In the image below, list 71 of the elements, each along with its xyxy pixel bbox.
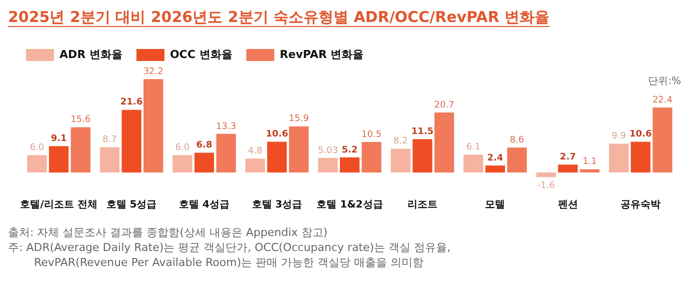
bar	[100, 147, 120, 172]
bar	[652, 108, 672, 172]
bar	[27, 155, 47, 172]
chart-title: 2025년 2분기 대비 2026년도 2분기 숙소유형별 ADR/OCC/RevPAR 변화율	[8, 8, 551, 27]
data-label: 20.7	[434, 100, 454, 110]
x-tick-label: 공유숙박	[620, 200, 661, 211]
data-label: 9.9	[612, 132, 626, 142]
data-label: 1.1	[582, 157, 597, 168]
data-label: 6.8	[196, 140, 212, 151]
bar	[608, 144, 629, 172]
bar	[580, 169, 600, 172]
bar	[362, 142, 382, 172]
data-label: 6.1	[466, 142, 481, 153]
x-tick-label: 리조트	[407, 200, 438, 211]
bar	[485, 166, 505, 172]
text: RevPAR(Revenue Per Available Room)는 판매 가능한 객실당 매출을 의미함	[33, 255, 425, 270]
bar	[630, 142, 650, 172]
bar	[216, 134, 236, 172]
x-tick-label: 호텔 5성급	[106, 200, 157, 211]
x-tick-label: 모텔	[485, 200, 506, 211]
bar	[412, 139, 432, 172]
bar	[194, 152, 214, 172]
data-label: 10.5	[362, 130, 382, 140]
bar	[48, 146, 69, 172]
bar	[172, 155, 192, 172]
data-label: 2.4	[487, 153, 504, 164]
bar	[318, 158, 338, 172]
data-label: 8.7	[102, 135, 117, 146]
bar	[536, 172, 556, 178]
data-label: 10.6	[266, 130, 288, 140]
data-label: 2.7	[560, 152, 576, 163]
bar	[245, 158, 265, 172]
legend-label: RevPAR 변화율	[280, 48, 364, 61]
legend-label: OCC 변화율	[170, 48, 232, 61]
x-tick-label: 펜션	[558, 200, 578, 211]
x-tick-label: 호텔 1&2성급	[316, 200, 383, 211]
bar	[122, 110, 142, 172]
source-note: 출처: 자체 설문조사 결과를 종합함(상세 내용은 Appendix 참고)	[8, 225, 329, 240]
data-label: 15.9	[288, 114, 310, 124]
bar	[340, 157, 360, 172]
data-label: 22.4	[652, 95, 673, 106]
legend-label: ADR 변화율	[60, 48, 122, 61]
bar	[144, 79, 164, 172]
bar	[434, 112, 454, 172]
bar	[507, 148, 527, 172]
bar	[464, 154, 484, 172]
bar	[70, 127, 90, 172]
data-label: 4.8	[248, 146, 263, 156]
data-label: 5.2	[342, 145, 358, 156]
text: 주: ADR(Average Daily Rate)는 평균 객실단가, OCC(Occupancy rate)는 객실 점유율,	[8, 240, 452, 255]
annotation: 단위:%	[648, 75, 681, 88]
bar	[390, 148, 410, 172]
data-label: -1.6	[537, 180, 556, 191]
data-label: 6.0	[30, 142, 44, 153]
data-label: 6.0	[175, 142, 190, 153]
bar	[288, 126, 309, 172]
data-label: 8.6	[510, 135, 524, 146]
x-tick-label: 호텔 4성급	[179, 200, 230, 211]
data-label: 32.2	[143, 66, 164, 77]
bar	[267, 142, 287, 172]
data-label: 13.3	[216, 122, 236, 132]
data-label: 5.03	[318, 146, 338, 156]
x-tick-label: 호텔 3성급	[252, 200, 302, 211]
data-label: 15.6	[70, 115, 91, 126]
data-label: 10.6	[630, 130, 652, 140]
bar	[558, 164, 578, 172]
data-label: 8.2	[393, 136, 408, 147]
data-label: 9.1	[50, 134, 67, 144]
data-label: 11.5	[411, 126, 434, 137]
x-tick-label: 호텔/리조트 전체	[20, 200, 98, 211]
data-label: 21.6	[120, 98, 143, 108]
